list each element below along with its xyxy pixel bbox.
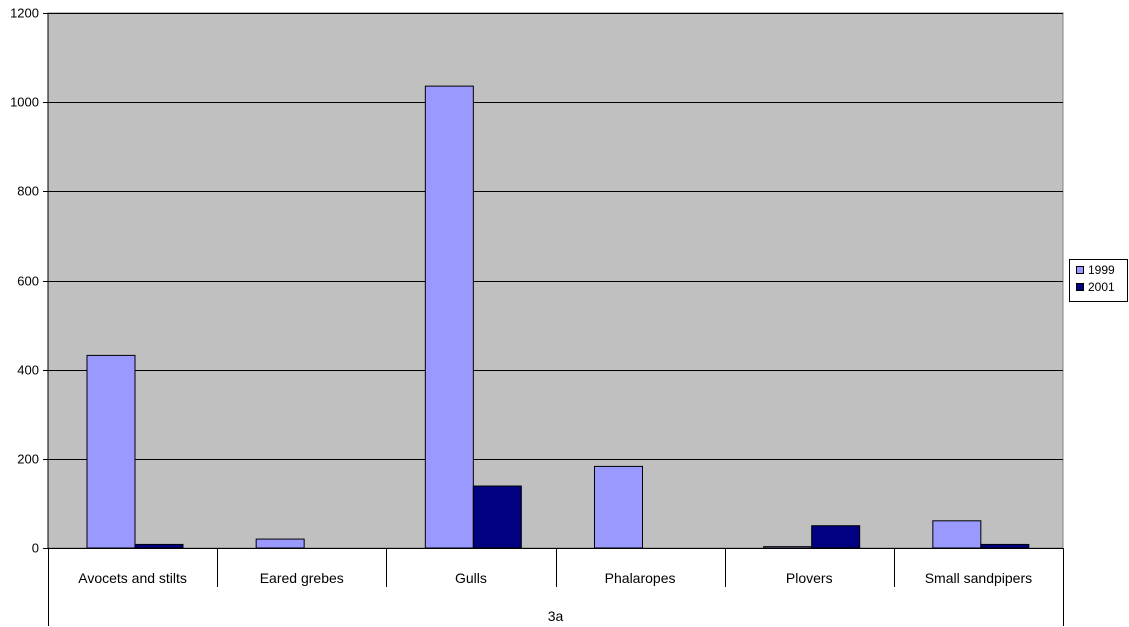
bar-eared-grebes-1999 — [255, 538, 305, 549]
y-tick-label: 1000 — [10, 95, 39, 110]
bar-avocets-and-stilts-2001 — [134, 543, 184, 549]
bar-gulls-2001 — [472, 485, 522, 549]
y-tick-label: 1200 — [10, 6, 39, 21]
category-label: Phalaropes — [605, 570, 676, 586]
category-label: Plovers — [786, 570, 833, 586]
y-tick-label: 800 — [17, 184, 39, 199]
bar-plovers-1999 — [763, 546, 813, 549]
legend-label-2001: 2001 — [1088, 280, 1115, 294]
bar-avocets-and-stilts-1999 — [86, 354, 136, 549]
y-tick-label: 0 — [32, 541, 39, 556]
legend-swatch-1999 — [1076, 266, 1084, 274]
legend-swatch-2001 — [1076, 283, 1084, 291]
category-label: Eared grebes — [260, 570, 344, 586]
y-axis: 0 200 400 600 800 1000 1200 — [10, 6, 49, 556]
plot-area — [47, 12, 1064, 549]
legend-label-1999: 1999 — [1088, 263, 1115, 277]
category-label: Gulls — [455, 570, 487, 586]
bar-plovers-2001 — [811, 525, 861, 549]
y-tick-label: 600 — [17, 274, 39, 289]
bar-small-sandpipers-2001 — [980, 543, 1030, 549]
bar-gulls-1999 — [424, 85, 474, 549]
y-tick-label: 400 — [17, 363, 39, 378]
x-axis: Avocets and stilts Eared grebes Gulls Phala… — [48, 548, 1064, 626]
bar-phalaropes-1999 — [594, 465, 643, 549]
bar-small-sandpipers-1999 — [932, 520, 982, 549]
y-tick-label: 200 — [17, 452, 39, 467]
category-label: Small sandpipers — [925, 570, 1032, 586]
group-label: 3a — [548, 608, 564, 624]
bars — [86, 85, 1030, 549]
category-label: Avocets and stilts — [78, 570, 187, 586]
gridlines — [48, 13, 1063, 460]
legend: 1999 2001 — [1069, 259, 1128, 302]
